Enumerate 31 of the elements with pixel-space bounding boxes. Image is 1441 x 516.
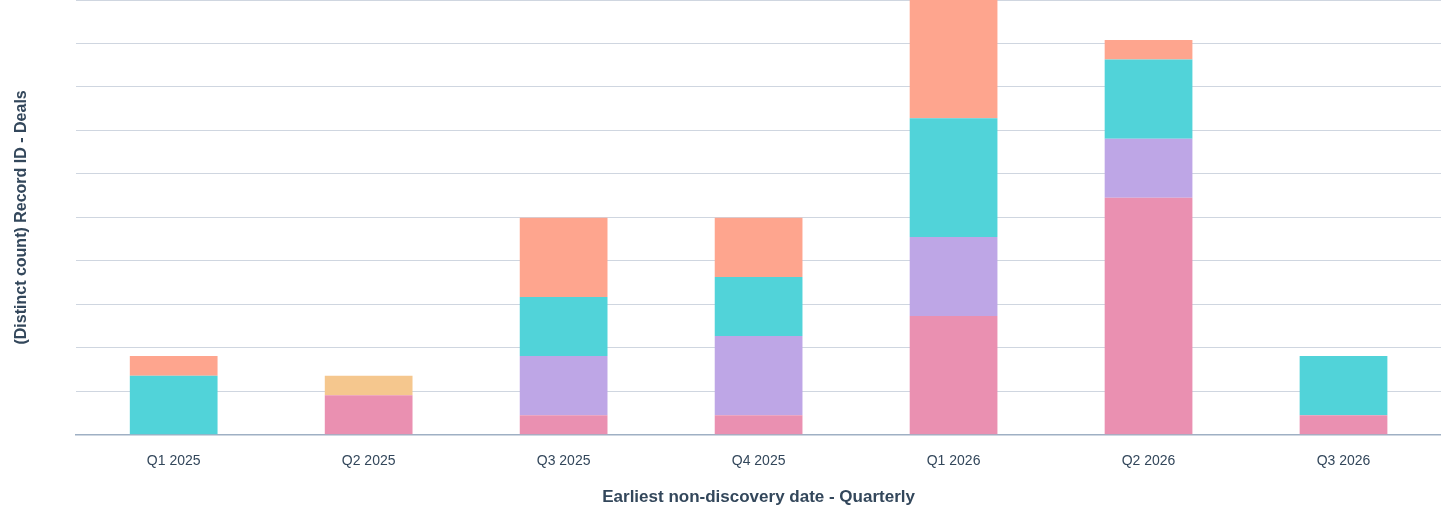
bar [1104,138,1193,198]
bar [519,415,608,435]
bar [129,375,218,435]
x-tick-label: Q2 2026 [1121,452,1176,469]
bar [129,356,218,376]
x-tick-label: Q4 2025 [731,452,786,469]
bar [1299,415,1388,435]
bar [519,356,608,416]
x-tick-label: Q1 2025 [146,452,201,469]
bar [714,415,803,435]
y-axis-title: (Distinct count) Record ID - Deals [12,90,30,345]
bar [1104,59,1193,139]
x-tick-label: Q3 2025 [536,452,591,469]
bar [519,296,608,357]
bar [909,0,998,119]
bar [714,276,803,337]
bar [1104,197,1193,435]
x-axis-title: Earliest non-discovery date - Quarterly [602,487,916,507]
bar [324,395,413,435]
x-tick-label: Q2 2025 [341,452,396,469]
bar [519,217,608,297]
bar [909,316,998,435]
bar [714,336,803,416]
x-tick-label: Q3 2026 [1316,452,1371,469]
bar [324,375,413,396]
bar [909,118,998,237]
bar [1104,40,1193,60]
bar [714,217,803,277]
x-tick-label: Q1 2026 [926,452,981,469]
bar [909,236,998,317]
bar [1299,356,1388,416]
